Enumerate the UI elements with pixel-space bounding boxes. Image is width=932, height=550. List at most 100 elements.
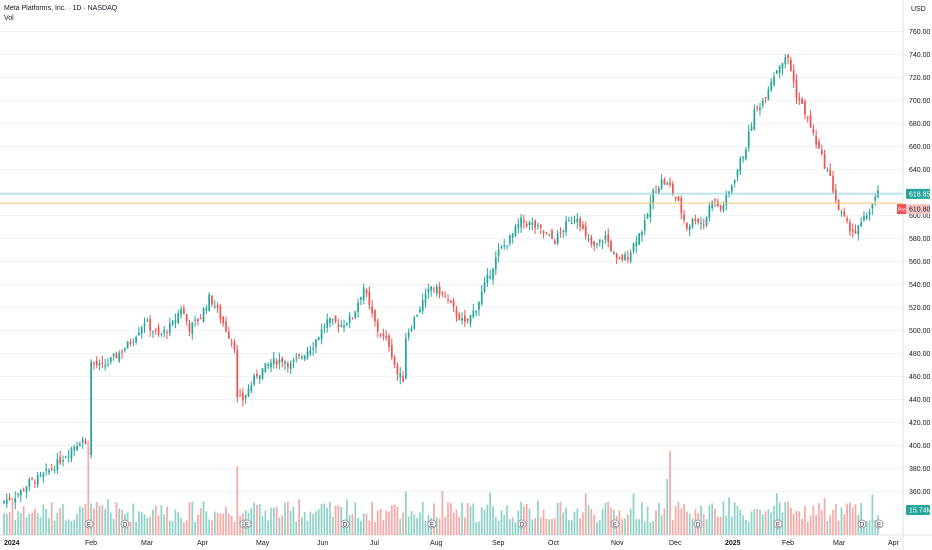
candle-body[interactable] — [177, 312, 180, 324]
candle-body[interactable] — [216, 304, 219, 308]
candle-body[interactable] — [345, 323, 348, 325]
candle-body[interactable] — [93, 362, 95, 364]
candle-body[interactable] — [354, 311, 357, 318]
candle-body[interactable] — [188, 322, 191, 332]
candle-body[interactable] — [612, 252, 615, 255]
candle-body[interactable] — [475, 311, 477, 313]
candle-body[interactable] — [784, 57, 787, 65]
candle-body[interactable] — [123, 348, 126, 351]
candle-body[interactable] — [542, 231, 545, 233]
candle-body[interactable] — [767, 89, 770, 100]
candle-body[interactable] — [590, 236, 593, 245]
candle-body[interactable] — [486, 274, 489, 284]
candle-body[interactable] — [683, 214, 685, 221]
candle-body[interactable] — [95, 360, 98, 366]
candle-body[interactable] — [582, 224, 584, 230]
candle-body[interactable] — [750, 126, 753, 131]
candle-body[interactable] — [104, 365, 107, 367]
candle-body[interactable] — [416, 315, 418, 317]
candle-body[interactable] — [497, 249, 500, 256]
candle-body[interactable] — [483, 282, 486, 292]
candle-body[interactable] — [174, 320, 177, 323]
candle-body[interactable] — [382, 333, 385, 336]
candle-body[interactable] — [14, 498, 17, 503]
candle-body[interactable] — [722, 205, 725, 211]
candle-body[interactable] — [242, 392, 244, 401]
candle-body[interactable] — [596, 243, 598, 245]
candle-body[interactable] — [503, 245, 506, 247]
candle-body[interactable] — [343, 325, 345, 328]
candle-body[interactable] — [298, 354, 300, 356]
candle-body[interactable] — [233, 342, 236, 350]
candle-body[interactable] — [716, 201, 719, 207]
candle-body[interactable] — [674, 196, 677, 199]
candle-body[interactable] — [565, 220, 567, 232]
candle-body[interactable] — [64, 456, 67, 459]
candle-body[interactable] — [301, 356, 303, 359]
candle-body[interactable] — [376, 320, 379, 332]
candle-body[interactable] — [374, 310, 376, 322]
candle-body[interactable] — [736, 169, 739, 177]
candle-body[interactable] — [48, 470, 50, 473]
candle-body[interactable] — [219, 306, 222, 320]
candle-body[interactable] — [326, 319, 329, 328]
candle-body[interactable] — [747, 131, 750, 148]
candle-body[interactable] — [652, 189, 655, 205]
candle-body[interactable] — [556, 233, 559, 244]
candle-body[interactable] — [753, 109, 756, 130]
candle-body[interactable] — [860, 222, 863, 227]
candle-body[interactable] — [624, 254, 626, 261]
candle-body[interactable] — [632, 243, 635, 252]
candle-body[interactable] — [199, 318, 202, 320]
candle-body[interactable] — [112, 354, 115, 357]
candle-body[interactable] — [264, 363, 267, 372]
candle-body[interactable] — [790, 60, 792, 72]
candle-body[interactable] — [657, 187, 660, 193]
candle-body[interactable] — [500, 246, 503, 249]
candle-body[interactable] — [303, 355, 306, 360]
candle-body[interactable] — [357, 302, 359, 312]
candle-body[interactable] — [413, 317, 416, 329]
candle-body[interactable] — [118, 352, 121, 362]
candle-body[interactable] — [365, 289, 368, 294]
event-marker-icon[interactable] — [120, 519, 130, 529]
candle-body[interactable] — [663, 179, 666, 185]
candle-body[interactable] — [171, 321, 174, 325]
candle-body[interactable] — [520, 217, 522, 227]
candle-body[interactable] — [745, 149, 747, 160]
candle-body[interactable] — [472, 310, 475, 317]
candle-body[interactable] — [801, 98, 803, 105]
candle-body[interactable] — [671, 183, 674, 194]
candle-body[interactable] — [601, 241, 604, 243]
candle-body[interactable] — [441, 291, 444, 293]
candle-body[interactable] — [725, 194, 728, 206]
candle-body[interactable] — [306, 351, 309, 359]
candle-body[interactable] — [39, 474, 42, 476]
candle-body[interactable] — [289, 362, 292, 370]
event-marker-icon[interactable] — [84, 519, 94, 529]
candle-body[interactable] — [267, 364, 270, 366]
candle-body[interactable] — [331, 318, 334, 320]
candle-body[interactable] — [874, 196, 877, 201]
candle-body[interactable] — [194, 319, 196, 321]
candle-body[interactable] — [239, 395, 241, 397]
candle-body[interactable] — [281, 358, 284, 362]
candle-body[interactable] — [138, 332, 140, 336]
candle-body[interactable] — [579, 218, 581, 228]
candle-body[interactable] — [253, 375, 255, 385]
candle-body[interactable] — [360, 297, 362, 300]
candle-body[interactable] — [719, 205, 722, 210]
candle-body[interactable] — [452, 300, 455, 307]
candle-body[interactable] — [42, 473, 45, 478]
candle-body[interactable] — [573, 220, 576, 222]
candle-body[interactable] — [604, 235, 607, 240]
candle-body[interactable] — [62, 460, 64, 462]
candle-body[interactable] — [81, 439, 84, 443]
pre-market-badge[interactable] — [906, 204, 930, 215]
candle-body[interactable] — [50, 469, 53, 471]
candle-body[interactable] — [455, 308, 458, 316]
candle-body[interactable] — [865, 215, 868, 219]
event-marker-icon[interactable] — [427, 519, 437, 529]
candle-body[interactable] — [107, 363, 109, 365]
candle-body[interactable] — [410, 328, 413, 331]
